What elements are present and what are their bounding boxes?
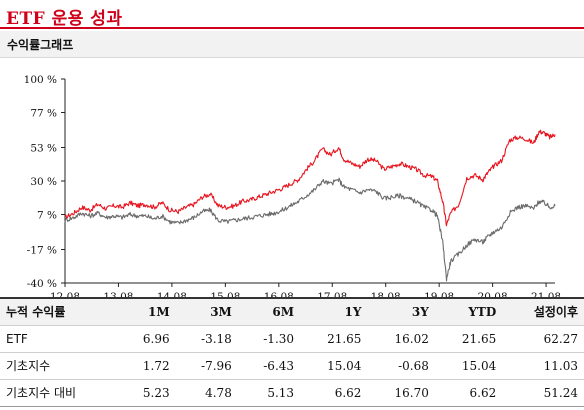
table-row: 기초지수 대비 5.23 4.78 5.13 6.62 16.70 6.62 5… bbox=[0, 379, 584, 407]
table-cell: 51.24 bbox=[502, 379, 584, 407]
y-tick-label: 7 % bbox=[37, 210, 57, 222]
table-cell: 5.23 bbox=[119, 379, 176, 407]
header-cell: 1Y bbox=[300, 298, 368, 326]
table-cell: 15.04 bbox=[300, 352, 368, 380]
table-cell: 1.72 bbox=[119, 352, 176, 380]
table-cell: -7.96 bbox=[175, 352, 238, 380]
header-cell: 누적 수익률 bbox=[0, 298, 120, 326]
table-cell: 6.96 bbox=[119, 325, 176, 353]
table-cell: 4.78 bbox=[175, 379, 238, 407]
table-cell: 6.62 bbox=[434, 379, 503, 407]
header-cell: 3Y bbox=[367, 298, 435, 326]
row-label: 기초지수 대비 bbox=[0, 379, 120, 407]
return-line-chart: 100 %77 %53 %30 %7 %-17 %-40 %12.08 13.08… bbox=[24, 74, 561, 303]
title-divider bbox=[0, 27, 584, 29]
table-row: ETF 6.96 -3.18 -1.30 21.65 16.02 21.65 6… bbox=[0, 325, 584, 353]
header-cell: 설정이후 bbox=[502, 298, 584, 326]
chart-panel: 수익률그래프 100 % 77 % 53 % 30 % 7 % -17 % -40 % 12.… bbox=[0, 31, 584, 303]
header-cell: 1M bbox=[119, 298, 176, 326]
table-cell: 21.65 bbox=[300, 325, 368, 353]
table-cell: -1.30 bbox=[237, 325, 301, 353]
returns-table-wrap: 누적 수익률 1M 3M 6M 1Y 3Y YTD 설정이후 ETF 6.96 … bbox=[0, 297, 584, 407]
table-cell: 15.04 bbox=[434, 352, 503, 380]
table-cell: 16.70 bbox=[367, 379, 435, 407]
table-cell: 21.65 bbox=[434, 325, 503, 353]
base-index-series-line bbox=[64, 177, 556, 282]
y-tick-label: 100 % bbox=[24, 74, 57, 86]
etf-series-line bbox=[64, 129, 556, 227]
header-cell: 3M bbox=[175, 298, 238, 326]
table-cell: 62.27 bbox=[502, 325, 584, 353]
table-row: 기초지수 1.72 -7.96 -6.43 15.04 -0.68 15.04 … bbox=[0, 352, 584, 380]
page-title: ETF 운용 성과 bbox=[6, 9, 123, 29]
chart-subtitle: 수익률그래프 bbox=[7, 38, 74, 52]
returns-table: 누적 수익률 1M 3M 6M 1Y 3Y YTD 설정이후 ETF 6.96 … bbox=[0, 297, 584, 407]
y-tick-label: 77 % bbox=[30, 108, 57, 120]
y-tick-label: -17 % bbox=[27, 244, 57, 256]
table-cell: 5.13 bbox=[237, 379, 301, 407]
y-tick-label: 30 % bbox=[30, 176, 57, 188]
table-cell: -6.43 bbox=[237, 352, 301, 380]
row-label: ETF bbox=[0, 325, 120, 353]
table-cell: 6.62 bbox=[300, 379, 368, 407]
table-cell: 11.03 bbox=[502, 352, 584, 380]
table-cell: -3.18 bbox=[175, 325, 238, 353]
table-cell: 16.02 bbox=[367, 325, 435, 353]
y-tick-label: -40 % bbox=[27, 278, 57, 290]
table-cell: -0.68 bbox=[367, 352, 435, 380]
row-label: 기초지수 bbox=[0, 352, 120, 380]
header-cell: YTD bbox=[434, 298, 503, 326]
table-header-row: 누적 수익률 1M 3M 6M 1Y 3Y YTD 설정이후 bbox=[0, 298, 584, 326]
header-cell: 6M bbox=[237, 298, 301, 326]
y-tick-label: 53 % bbox=[30, 142, 57, 154]
chart-header: 수익률그래프 bbox=[0, 31, 584, 58]
